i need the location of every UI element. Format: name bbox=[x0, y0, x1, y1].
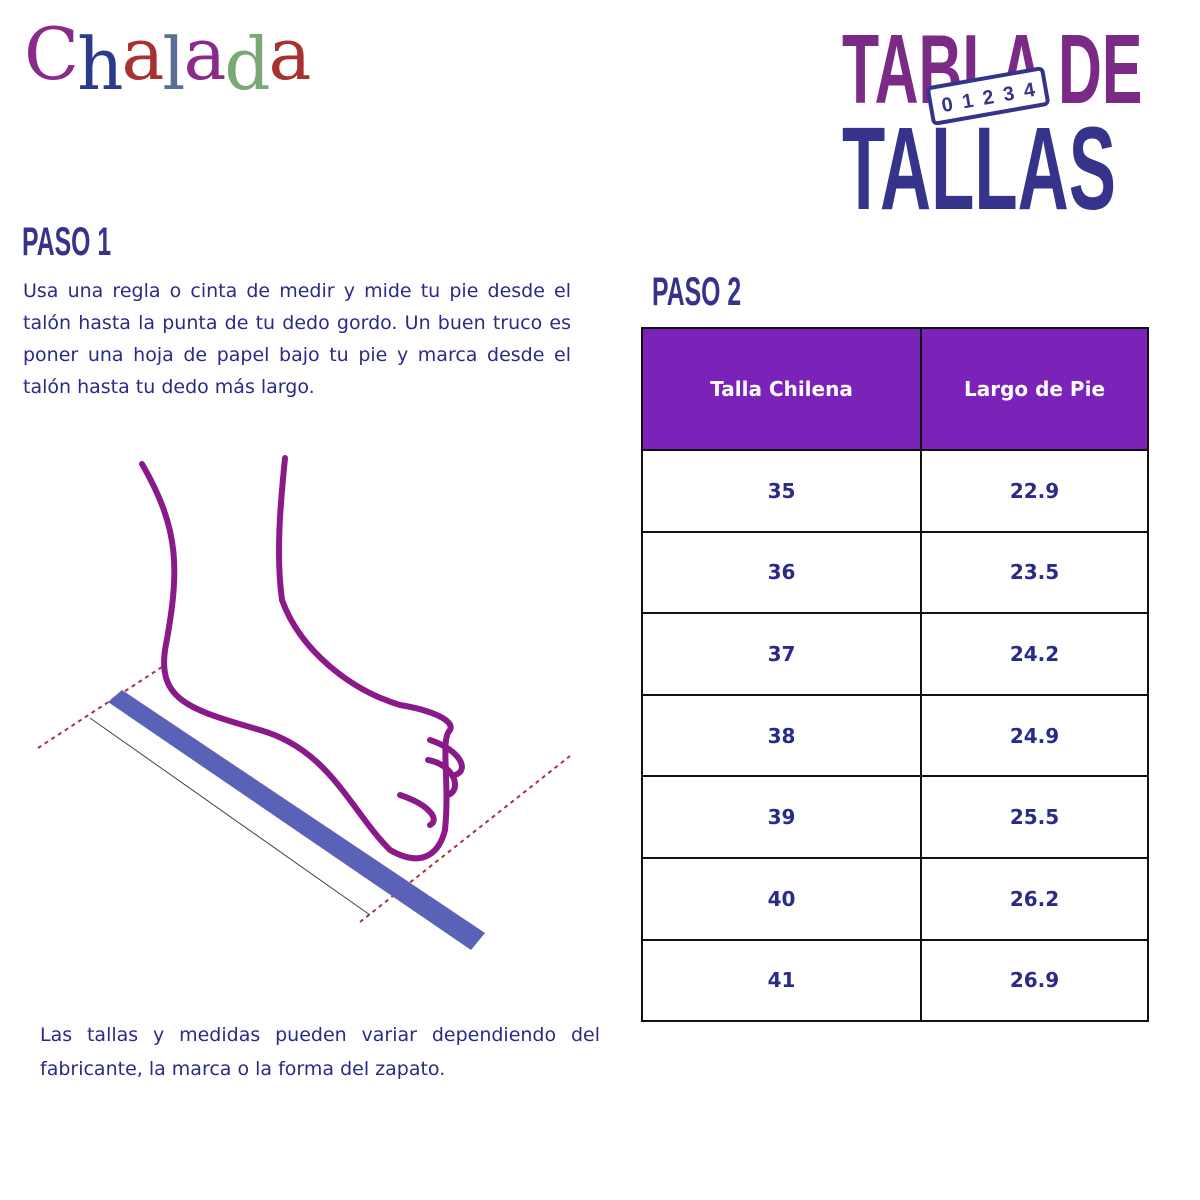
heel-guide-line bbox=[37, 664, 166, 749]
measuring-ruler bbox=[108, 690, 485, 950]
logo-letter: a bbox=[121, 12, 164, 96]
table-row: 38 24.9 bbox=[641, 693, 1149, 778]
logo-letter: l bbox=[162, 22, 185, 106]
foot-length-cell: 23.5 bbox=[920, 530, 1149, 615]
table-row: 36 23.5 bbox=[641, 530, 1149, 615]
foot-length-cell: 26.2 bbox=[920, 856, 1149, 941]
table-row: 35 22.9 bbox=[641, 449, 1149, 533]
table-row: 37 24.2 bbox=[641, 612, 1149, 696]
size-cell: 40 bbox=[641, 856, 922, 941]
step2-heading: PASO 2 bbox=[652, 270, 742, 314]
size-cell: 39 bbox=[641, 775, 922, 859]
logo-letter: C bbox=[24, 12, 79, 96]
foot-length-cell: 24.2 bbox=[920, 612, 1149, 696]
table-row: 41 26.9 bbox=[641, 938, 1149, 1023]
size-cell: 38 bbox=[641, 693, 922, 778]
size-table: Talla Chilena Largo de Pie 35 22.9 36 23.5 3… bbox=[641, 327, 1149, 1023]
step1-text: Usa una regla o cinta de medir y mide tu… bbox=[23, 280, 571, 398]
size-cell: 37 bbox=[641, 612, 922, 696]
ruler-number: 4 bbox=[1021, 78, 1037, 103]
foot-length-cell: 25.5 bbox=[920, 775, 1149, 859]
foot-length-cell: 24.9 bbox=[920, 693, 1149, 778]
disclaimer-note: Las tallas y medidas pueden variar depen… bbox=[40, 1024, 600, 1080]
toe-guide-line bbox=[359, 755, 571, 923]
logo-letter: h bbox=[77, 22, 123, 106]
foot-outline bbox=[139, 455, 454, 862]
ruler-number: 3 bbox=[1001, 82, 1017, 107]
header-talla: Talla Chilena bbox=[641, 327, 922, 451]
table-row: 39 25.5 bbox=[641, 775, 1149, 859]
ruler-number: 2 bbox=[980, 86, 996, 110]
toes-outline bbox=[397, 737, 465, 828]
chalada-logo: Chalada bbox=[24, 18, 311, 100]
step1-heading: PASO 1 bbox=[22, 220, 112, 264]
foot-length-cell: 26.9 bbox=[920, 938, 1149, 1023]
table-row: 40 26.2 bbox=[641, 856, 1149, 941]
length-arrow bbox=[89, 717, 371, 916]
logo-letter: a bbox=[268, 12, 311, 96]
ruler-number: 1 bbox=[960, 89, 976, 114]
title-line-2: TALLAS bbox=[842, 103, 1116, 235]
size-cell: 36 bbox=[641, 530, 922, 615]
header-largo: Largo de Pie bbox=[920, 327, 1149, 451]
size-cell: 41 bbox=[641, 938, 922, 1023]
logo-letter: d bbox=[224, 22, 270, 106]
logo-letter: a bbox=[183, 12, 226, 96]
foot-measuring-illustration bbox=[37, 455, 571, 950]
ruler-number: 0 bbox=[939, 93, 955, 117]
foot-length-cell: 22.9 bbox=[920, 449, 1149, 533]
size-cell: 35 bbox=[641, 449, 922, 533]
